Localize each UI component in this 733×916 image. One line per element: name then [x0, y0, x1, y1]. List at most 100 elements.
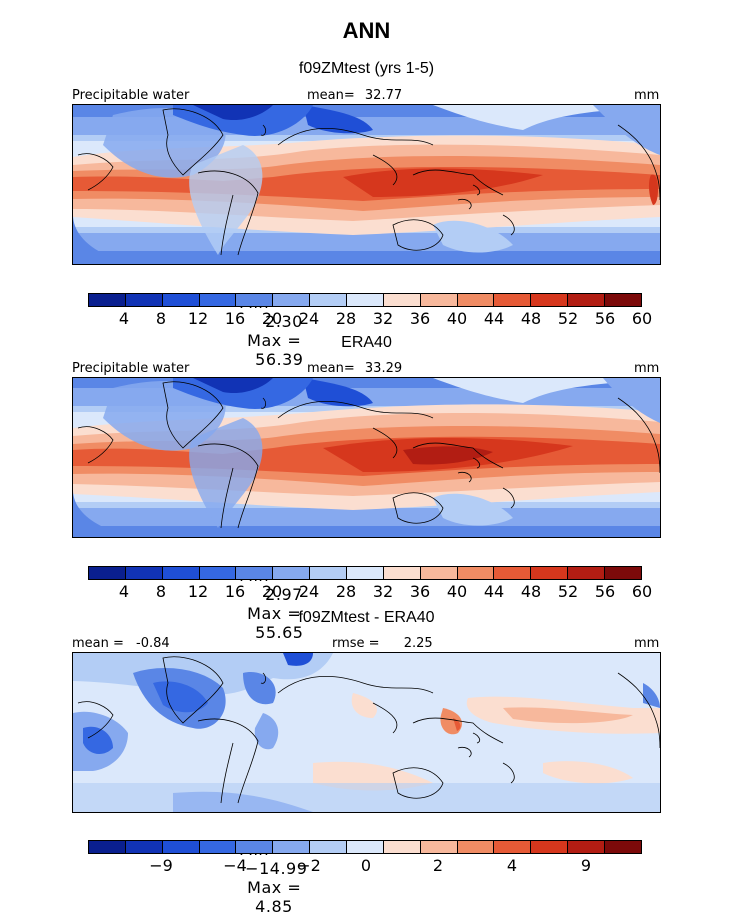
colorbar-swatch — [125, 841, 163, 853]
colorbar-swatch — [568, 841, 606, 853]
panel1-mean-value: 32.77 — [364, 88, 403, 103]
colorbar-tick-label: 48 — [520, 582, 542, 601]
colorbar-swatch — [199, 841, 237, 853]
colorbar-swatch — [420, 294, 458, 306]
colorbar-tick-label: 36 — [409, 309, 431, 328]
colorbar-swatch — [494, 294, 532, 306]
colorbar-swatch — [347, 841, 384, 853]
colorbar-tick-label: 60 — [631, 309, 653, 328]
panel1-map — [72, 104, 661, 265]
colorbar-tick-label: 8 — [155, 309, 167, 328]
panel2-colorbar — [88, 566, 642, 580]
colorbar-swatch — [420, 841, 458, 853]
colorbar-swatch — [457, 294, 495, 306]
panel1-contour-field — [73, 105, 660, 264]
panel3-mean-label: mean = — [72, 636, 124, 651]
colorbar-swatch — [568, 567, 606, 579]
panel2-mean: mean= 33.29 — [307, 361, 402, 376]
colorbar-swatch — [89, 841, 126, 853]
panel2-max-label: Max = — [247, 604, 302, 623]
colorbar-tick-label: −2 — [297, 856, 321, 875]
colorbar-tick-label: 20 — [261, 582, 283, 601]
colorbar-swatch — [568, 294, 606, 306]
colorbar-tick-label: 32 — [372, 309, 394, 328]
panel3-colorbar-ticks: −9 −4 −2 0 2 4 9 — [0, 856, 733, 876]
panel2-mean-label: mean= — [307, 361, 355, 376]
panel3-mean-value: -0.84 — [136, 636, 170, 651]
colorbar-tick-label: 60 — [631, 582, 653, 601]
panel2-map — [72, 377, 661, 538]
colorbar-swatch — [310, 841, 348, 853]
colorbar-tick-label: 36 — [409, 582, 431, 601]
panel3-rmse-value: 2.25 — [403, 636, 433, 651]
colorbar-swatch — [162, 567, 200, 579]
colorbar-tick-label: 12 — [187, 582, 209, 601]
colorbar-swatch — [273, 567, 311, 579]
colorbar-tick-label: 44 — [483, 582, 505, 601]
panel3-max-value: 4.85 — [255, 897, 293, 916]
colorbar-tick-label: 52 — [557, 309, 579, 328]
colorbar-swatch — [347, 294, 384, 306]
colorbar-swatch — [605, 294, 641, 306]
colorbar-swatch — [310, 567, 348, 579]
panel1-max-value: 56.39 — [255, 350, 304, 369]
panel3-rmse: rmse = 2.25 — [332, 636, 433, 651]
panel1-title: f09ZMtest (yrs 1-5) — [298, 60, 435, 77]
colorbar-tick-label: 4 — [118, 309, 130, 328]
colorbar-tick-label: 52 — [557, 582, 579, 601]
colorbar-tick-label: 28 — [335, 582, 357, 601]
colorbar-swatch — [236, 294, 274, 306]
panel2-max-value: 55.65 — [255, 623, 304, 642]
panel1-max-label: Max = — [247, 331, 302, 350]
panel3-colorbar — [88, 840, 642, 854]
colorbar-swatch — [310, 294, 348, 306]
colorbar-tick-label: 56 — [594, 309, 616, 328]
panel3-units: mm — [634, 636, 660, 651]
colorbar-swatch — [531, 567, 569, 579]
panel3-title: f09ZMtest - ERA40 — [298, 609, 435, 626]
colorbar-tick-label: 40 — [446, 309, 468, 328]
colorbar-swatch — [531, 841, 569, 853]
panel2-contour-field — [73, 378, 660, 537]
colorbar-tick-label: 12 — [187, 309, 209, 328]
panel3-map — [72, 652, 661, 813]
colorbar-swatch — [125, 567, 163, 579]
colorbar-tick-label: 0 — [360, 856, 372, 875]
colorbar-swatch — [199, 294, 237, 306]
colorbar-swatch — [383, 294, 421, 306]
colorbar-swatch — [494, 567, 532, 579]
colorbar-swatch — [531, 294, 569, 306]
colorbar-tick-label: 28 — [335, 309, 357, 328]
colorbar-swatch — [457, 567, 495, 579]
panel1-mean: mean= 32.77 — [307, 88, 402, 103]
colorbar-tick-label: −9 — [149, 856, 173, 875]
colorbar-swatch — [236, 841, 274, 853]
colorbar-tick-label: 4 — [506, 856, 518, 875]
colorbar-swatch — [273, 841, 311, 853]
colorbar-swatch — [125, 294, 163, 306]
panel1-colorbar — [88, 293, 642, 307]
colorbar-swatch — [494, 841, 532, 853]
panel2-variable-label: Precipitable water — [72, 361, 190, 376]
colorbar-tick-label: 48 — [520, 309, 542, 328]
colorbar-swatch — [89, 294, 126, 306]
colorbar-swatch — [199, 567, 237, 579]
colorbar-swatch — [383, 567, 421, 579]
colorbar-tick-label: 16 — [224, 582, 246, 601]
figure-title: ANN — [342, 18, 391, 43]
colorbar-swatch — [162, 841, 200, 853]
panel1-colorbar-ticks: 4 8 12 16 20 24 28 32 36 40 44 48 52 56 … — [0, 309, 733, 329]
panel3-contour-field — [73, 653, 660, 812]
colorbar-swatch — [420, 567, 458, 579]
colorbar-tick-label: 56 — [594, 582, 616, 601]
colorbar-swatch — [605, 841, 641, 853]
colorbar-tick-label: 8 — [155, 582, 167, 601]
colorbar-swatch — [273, 294, 311, 306]
colorbar-tick-label: 16 — [224, 309, 246, 328]
colorbar-swatch — [89, 567, 126, 579]
colorbar-tick-label: 2 — [432, 856, 444, 875]
panel1-min-value: 2.30 — [265, 312, 303, 331]
colorbar-tick-label: −4 — [223, 856, 247, 875]
panel1-units: mm — [634, 88, 660, 103]
colorbar-tick-label: 4 — [118, 582, 130, 601]
